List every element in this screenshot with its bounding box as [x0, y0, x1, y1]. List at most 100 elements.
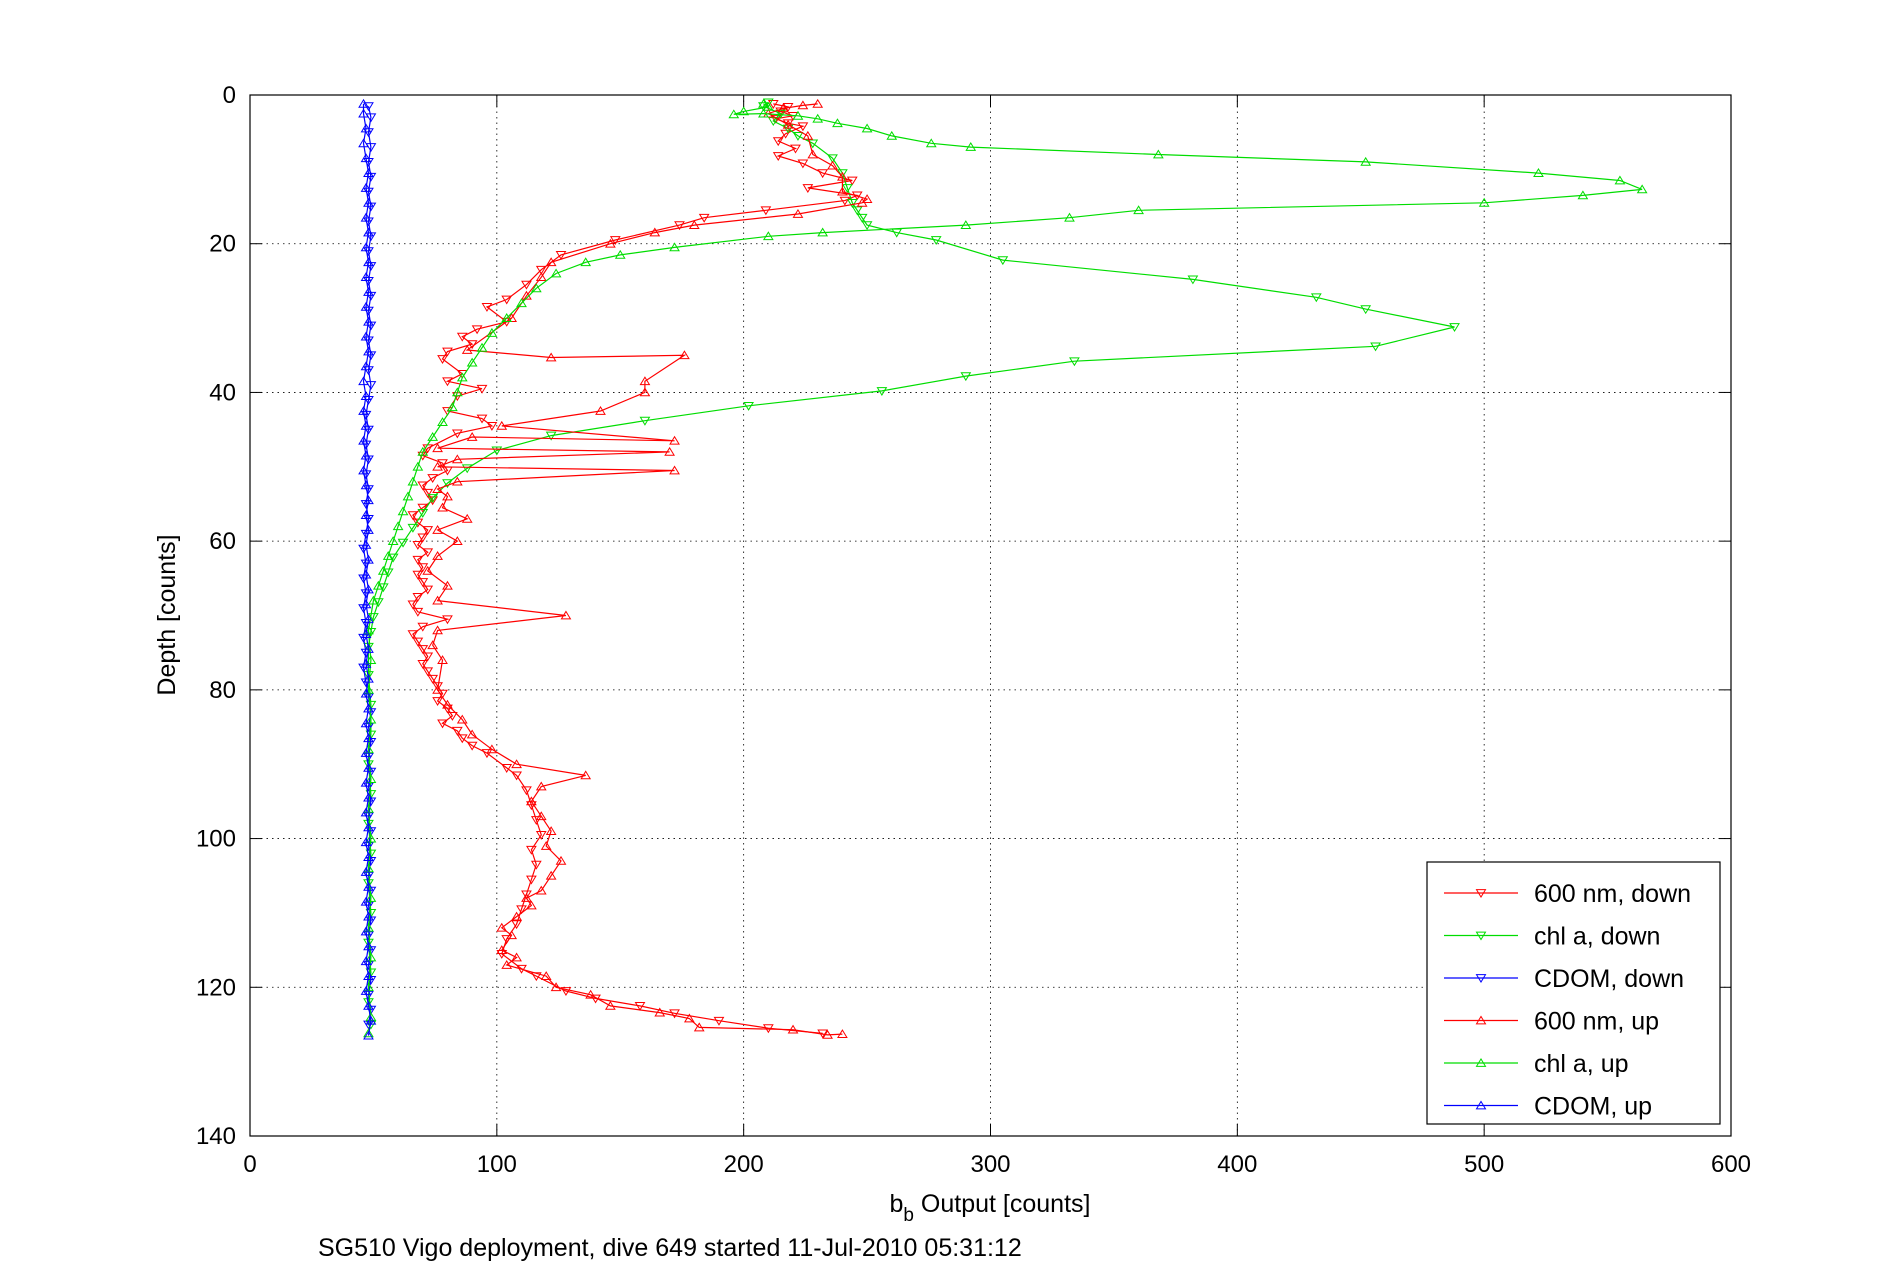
data-point [442, 699, 453, 709]
data-point [545, 431, 557, 441]
data-point [360, 272, 372, 282]
data-point [360, 569, 372, 579]
data-point [360, 926, 372, 936]
legend-label: chl a, up [1534, 1050, 1629, 1078]
legend-marker [1475, 974, 1487, 984]
data-point [772, 152, 784, 161]
data-point [365, 774, 377, 783]
data-point [466, 357, 478, 367]
legend-entry-600-nm-up: 600 nm, up [1444, 1008, 1659, 1036]
data-point [363, 287, 374, 296]
data-point [526, 845, 537, 855]
data-point [360, 956, 372, 966]
data-point [649, 227, 661, 237]
data-point [360, 985, 372, 995]
data-point [451, 387, 463, 397]
data-point [545, 352, 557, 362]
data-point [437, 459, 448, 469]
data-point [837, 1029, 848, 1039]
data-point [832, 118, 843, 128]
data-point [466, 741, 478, 751]
data-point [360, 212, 372, 222]
data-point [422, 667, 434, 677]
data-point [358, 98, 369, 108]
data-point [365, 714, 377, 724]
data-point [545, 826, 557, 836]
data-point [372, 580, 384, 590]
data-point [817, 169, 829, 179]
data-point [363, 197, 374, 207]
data-point [427, 432, 439, 441]
data-point [358, 138, 369, 148]
data-point [639, 387, 651, 397]
data-point [407, 600, 419, 610]
data-point [422, 526, 434, 536]
data-point [876, 387, 888, 396]
data-point [861, 194, 873, 203]
data-point [427, 640, 439, 650]
data-point [817, 227, 829, 237]
data-point [486, 744, 498, 754]
series-cdom-up [358, 98, 377, 1040]
data-point [422, 548, 434, 558]
data-point [604, 238, 616, 248]
data-point [960, 372, 972, 382]
data-point [777, 103, 789, 113]
data-point [760, 206, 772, 216]
data-point [580, 257, 592, 267]
data-point [535, 781, 547, 791]
data-point [397, 506, 409, 516]
data-point [360, 182, 372, 192]
data-point [535, 885, 547, 895]
data-point [360, 510, 372, 519]
series-layer [358, 98, 1648, 1040]
data-point [451, 536, 463, 546]
y-tick-label: 120 [196, 974, 236, 1001]
data-point [442, 615, 453, 625]
data-point [476, 384, 488, 394]
data-point [451, 454, 463, 464]
data-point [762, 101, 774, 111]
data-point [516, 905, 527, 915]
data-point [688, 220, 700, 229]
data-point [1636, 184, 1648, 194]
data-point [639, 416, 651, 426]
data-point [363, 1030, 374, 1040]
data-point [451, 429, 463, 439]
data-point [427, 494, 439, 504]
data-point [511, 759, 522, 769]
data-point [360, 391, 372, 401]
data-point [365, 833, 377, 843]
legend-entry-600-nm-down: 600 nm, down [1444, 880, 1691, 908]
data-point [545, 870, 557, 880]
data-point [447, 402, 458, 412]
data-point [674, 221, 685, 231]
data-point [1478, 197, 1490, 207]
data-point [481, 303, 493, 312]
data-point [417, 659, 429, 669]
data-point [1449, 323, 1460, 333]
data-point [501, 295, 513, 305]
data-point [360, 807, 372, 817]
data-point [363, 316, 374, 326]
data-point [377, 583, 389, 593]
data-point [762, 231, 774, 241]
data-point [743, 401, 754, 411]
data-point [669, 435, 680, 445]
data-point [363, 643, 374, 653]
data-point [447, 712, 458, 721]
legend-box [1426, 861, 1721, 1125]
data-point [412, 637, 424, 647]
data-point [664, 446, 676, 456]
data-point [856, 213, 868, 223]
data-point [365, 113, 377, 123]
data-point [466, 432, 478, 441]
data-point [365, 1015, 377, 1025]
data-point [758, 98, 769, 108]
data-point [797, 159, 809, 169]
data-point [442, 479, 453, 489]
legend-label: CDOM, down [1534, 965, 1684, 993]
data-point [861, 221, 873, 231]
data-point [363, 524, 374, 534]
